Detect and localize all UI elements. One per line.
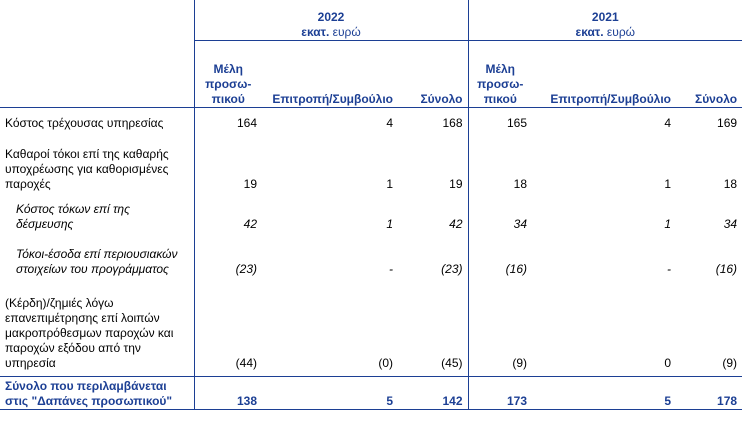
- row-label: Καθαροί τόκοι επί της καθαρής υποχρέωσης…: [5, 147, 169, 191]
- year-header-row: 2022 εκατ. ευρώ 2021 εκατ. ευρώ: [0, 0, 743, 41]
- row-label: Κόστος τόκων επί της δέσμευσης: [16, 202, 130, 231]
- col-board-2021: Επιτροπή/Συμβούλιο: [532, 40, 677, 108]
- table-row: Καθαροί τόκοι επί της καθαρής υποχρέωσης…: [0, 138, 742, 196]
- cell-value: (16): [715, 262, 738, 276]
- total-label: Σύνολο που περιλαμβάνεται στις "Δαπάνες …: [0, 376, 194, 410]
- table-row: Τόκοι-έσοδα επί περιουσιακών στοιχείων τ…: [0, 235, 742, 281]
- year-header-2022: 2022 εκατ. ευρώ: [193, 0, 469, 41]
- cell-value: 34: [723, 217, 738, 231]
- total-row: Σύνολο που περιλαμβάνεται στις "Δαπάνες …: [0, 376, 743, 410]
- table-row: Κόστος τόκων επί της δέσμευσης 42 1 42 3…: [0, 196, 742, 235]
- cell-value: 19: [193, 138, 262, 196]
- col-total-2022: Σύνολο: [398, 40, 469, 108]
- cell-value: (9): [467, 281, 533, 377]
- cell-value: (45): [398, 281, 469, 377]
- cell-value: (16): [467, 235, 533, 281]
- unit-2021-label: εκατ. ευρώ: [575, 25, 636, 39]
- cell-value: 1: [664, 217, 672, 231]
- cell-value: (44): [193, 281, 262, 377]
- header-blank-cell-2: [0, 40, 194, 108]
- cell-value: 18: [723, 177, 738, 191]
- cell-value: 164: [193, 107, 262, 138]
- year-2021-label: 2021: [591, 10, 619, 24]
- total-value: 138: [193, 376, 262, 410]
- year-2022-label: 2022: [317, 10, 345, 24]
- cell-value: (23): [193, 235, 262, 281]
- cell-value: 4: [664, 115, 672, 130]
- cell-value: 169: [717, 115, 738, 130]
- total-value: 5: [532, 376, 677, 410]
- year-header-2021: 2021 εκατ. ευρώ: [467, 0, 743, 41]
- cell-value: 34: [467, 196, 533, 235]
- header-blank-cell: [0, 0, 194, 41]
- column-header-row: Μέλη προσω-πικού Επιτροπή/Συμβούλιο Σύνο…: [0, 40, 743, 108]
- cell-value: 4: [386, 115, 393, 130]
- cell-value: -: [667, 262, 672, 276]
- cell-value: (23): [441, 262, 463, 276]
- total-value: 5: [262, 376, 398, 410]
- table-row: Κόστος τρέχουσας υπηρεσίας 164 4 168 165…: [0, 107, 742, 138]
- cell-value: 1: [664, 177, 672, 191]
- cell-value: (0): [262, 281, 398, 377]
- cell-value: 42: [193, 196, 262, 235]
- unit-2022-label: εκατ. ευρώ: [301, 25, 361, 39]
- cell-value: 19: [449, 177, 463, 191]
- col-staff-2021: Μέλη προσω-πικού: [467, 40, 533, 108]
- cell-value: 0: [532, 281, 677, 377]
- cell-value: (9): [676, 281, 743, 377]
- total-value: 178: [676, 376, 743, 410]
- cell-value: 1: [386, 177, 393, 191]
- cell-value: 18: [467, 138, 533, 196]
- col-total-2021: Σύνολο: [676, 40, 743, 108]
- row-label: Τόκοι-έσοδα επί περιουσιακών στοιχείων τ…: [16, 247, 178, 276]
- total-value: 142: [398, 376, 469, 410]
- table-row: (Κέρδη)/ζημιές λόγω επανεπιμέτρησης επί …: [0, 281, 743, 377]
- cell-value: 168: [442, 115, 463, 130]
- cell-value: 1: [386, 217, 393, 231]
- cell-value: 165: [467, 107, 533, 138]
- cell-value: -: [389, 262, 393, 276]
- row-label: Κόστος τρέχουσας υπηρεσίας: [5, 115, 164, 130]
- col-board-2022: Επιτροπή/Συμβούλιο: [262, 40, 398, 108]
- staff-costs-table: 2022 εκατ. ευρώ 2021 εκατ. ευρώ Μέλη προ…: [0, 0, 743, 410]
- row-label: (Κέρδη)/ζημιές λόγω επανεπιμέτρησης επί …: [0, 281, 194, 377]
- total-value: 173: [467, 376, 533, 410]
- col-staff-2022: Μέλη προσω-πικού: [193, 40, 262, 108]
- cell-value: 42: [449, 217, 463, 231]
